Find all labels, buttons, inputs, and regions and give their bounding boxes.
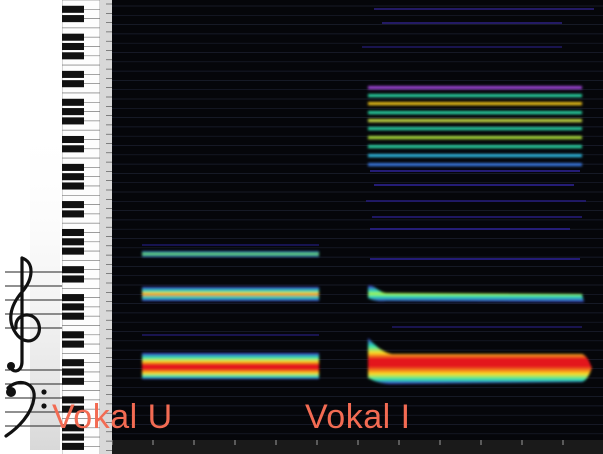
black-key: [62, 108, 84, 116]
harmonic-line: [368, 163, 582, 167]
spectrogram-view[interactable]: [112, 0, 603, 440]
frequency-ticks: [106, 3, 112, 451]
piano-keys: [62, 0, 100, 454]
black-key: [62, 15, 84, 23]
harmonic-line: [368, 119, 582, 123]
black-key: [62, 424, 84, 432]
black-key: [62, 303, 84, 311]
black-key: [62, 433, 84, 441]
black-key: [62, 42, 84, 51]
black-key: [62, 396, 84, 404]
harmonic-line: [368, 145, 582, 149]
vokal-i-label: Vokal I: [305, 398, 411, 436]
black-key: [62, 340, 84, 348]
black-key: [62, 135, 84, 144]
harmonic-line: [368, 86, 582, 90]
black-key: [62, 80, 84, 88]
black-key: [62, 52, 84, 60]
black-key: [62, 201, 84, 209]
vokal-u-harmonics: [142, 251, 319, 379]
black-key: [62, 405, 84, 413]
black-key: [62, 163, 84, 171]
black-key: [62, 275, 84, 283]
black-key: [62, 145, 84, 153]
black-key: [62, 117, 84, 125]
spectrogram-canvas: [112, 5, 603, 435]
staff-drawing: [4, 120, 62, 450]
bass-clef-icon: [4, 380, 47, 438]
black-key: [62, 33, 84, 41]
treble-clef-icon: [7, 256, 41, 373]
harmonic-line: [368, 111, 582, 115]
harmonic-line: [368, 102, 582, 106]
harmonic-line: [368, 136, 582, 140]
piano-keyboard: [62, 0, 101, 454]
black-key: [62, 98, 84, 106]
black-key: [62, 331, 84, 339]
black-key: [62, 312, 84, 320]
black-key: [62, 70, 84, 78]
black-key: [62, 5, 84, 13]
black-key: [62, 442, 84, 450]
black-key: [62, 294, 84, 302]
spectrogram-noise: [142, 8, 594, 336]
black-key: [62, 247, 84, 255]
vokal-i-harmonics: [368, 86, 592, 384]
black-key: [62, 228, 84, 237]
black-key: [62, 173, 84, 181]
black-key: [62, 368, 84, 376]
harmonic-line: [368, 94, 582, 98]
black-key: [62, 359, 84, 367]
black-key: [62, 377, 84, 385]
black-key: [62, 182, 84, 190]
music-staff-panel: [0, 0, 62, 454]
vokal-i-upper-harmonics: [368, 86, 582, 167]
black-key: [62, 238, 84, 246]
time-ticks: [112, 440, 564, 445]
vokal-u-label: Vokal U: [52, 398, 173, 436]
time-ruler: [112, 440, 603, 454]
black-key: [62, 210, 84, 218]
harmonic-line: [368, 154, 582, 158]
harmonic-line: [368, 127, 582, 131]
black-key: [62, 266, 84, 274]
